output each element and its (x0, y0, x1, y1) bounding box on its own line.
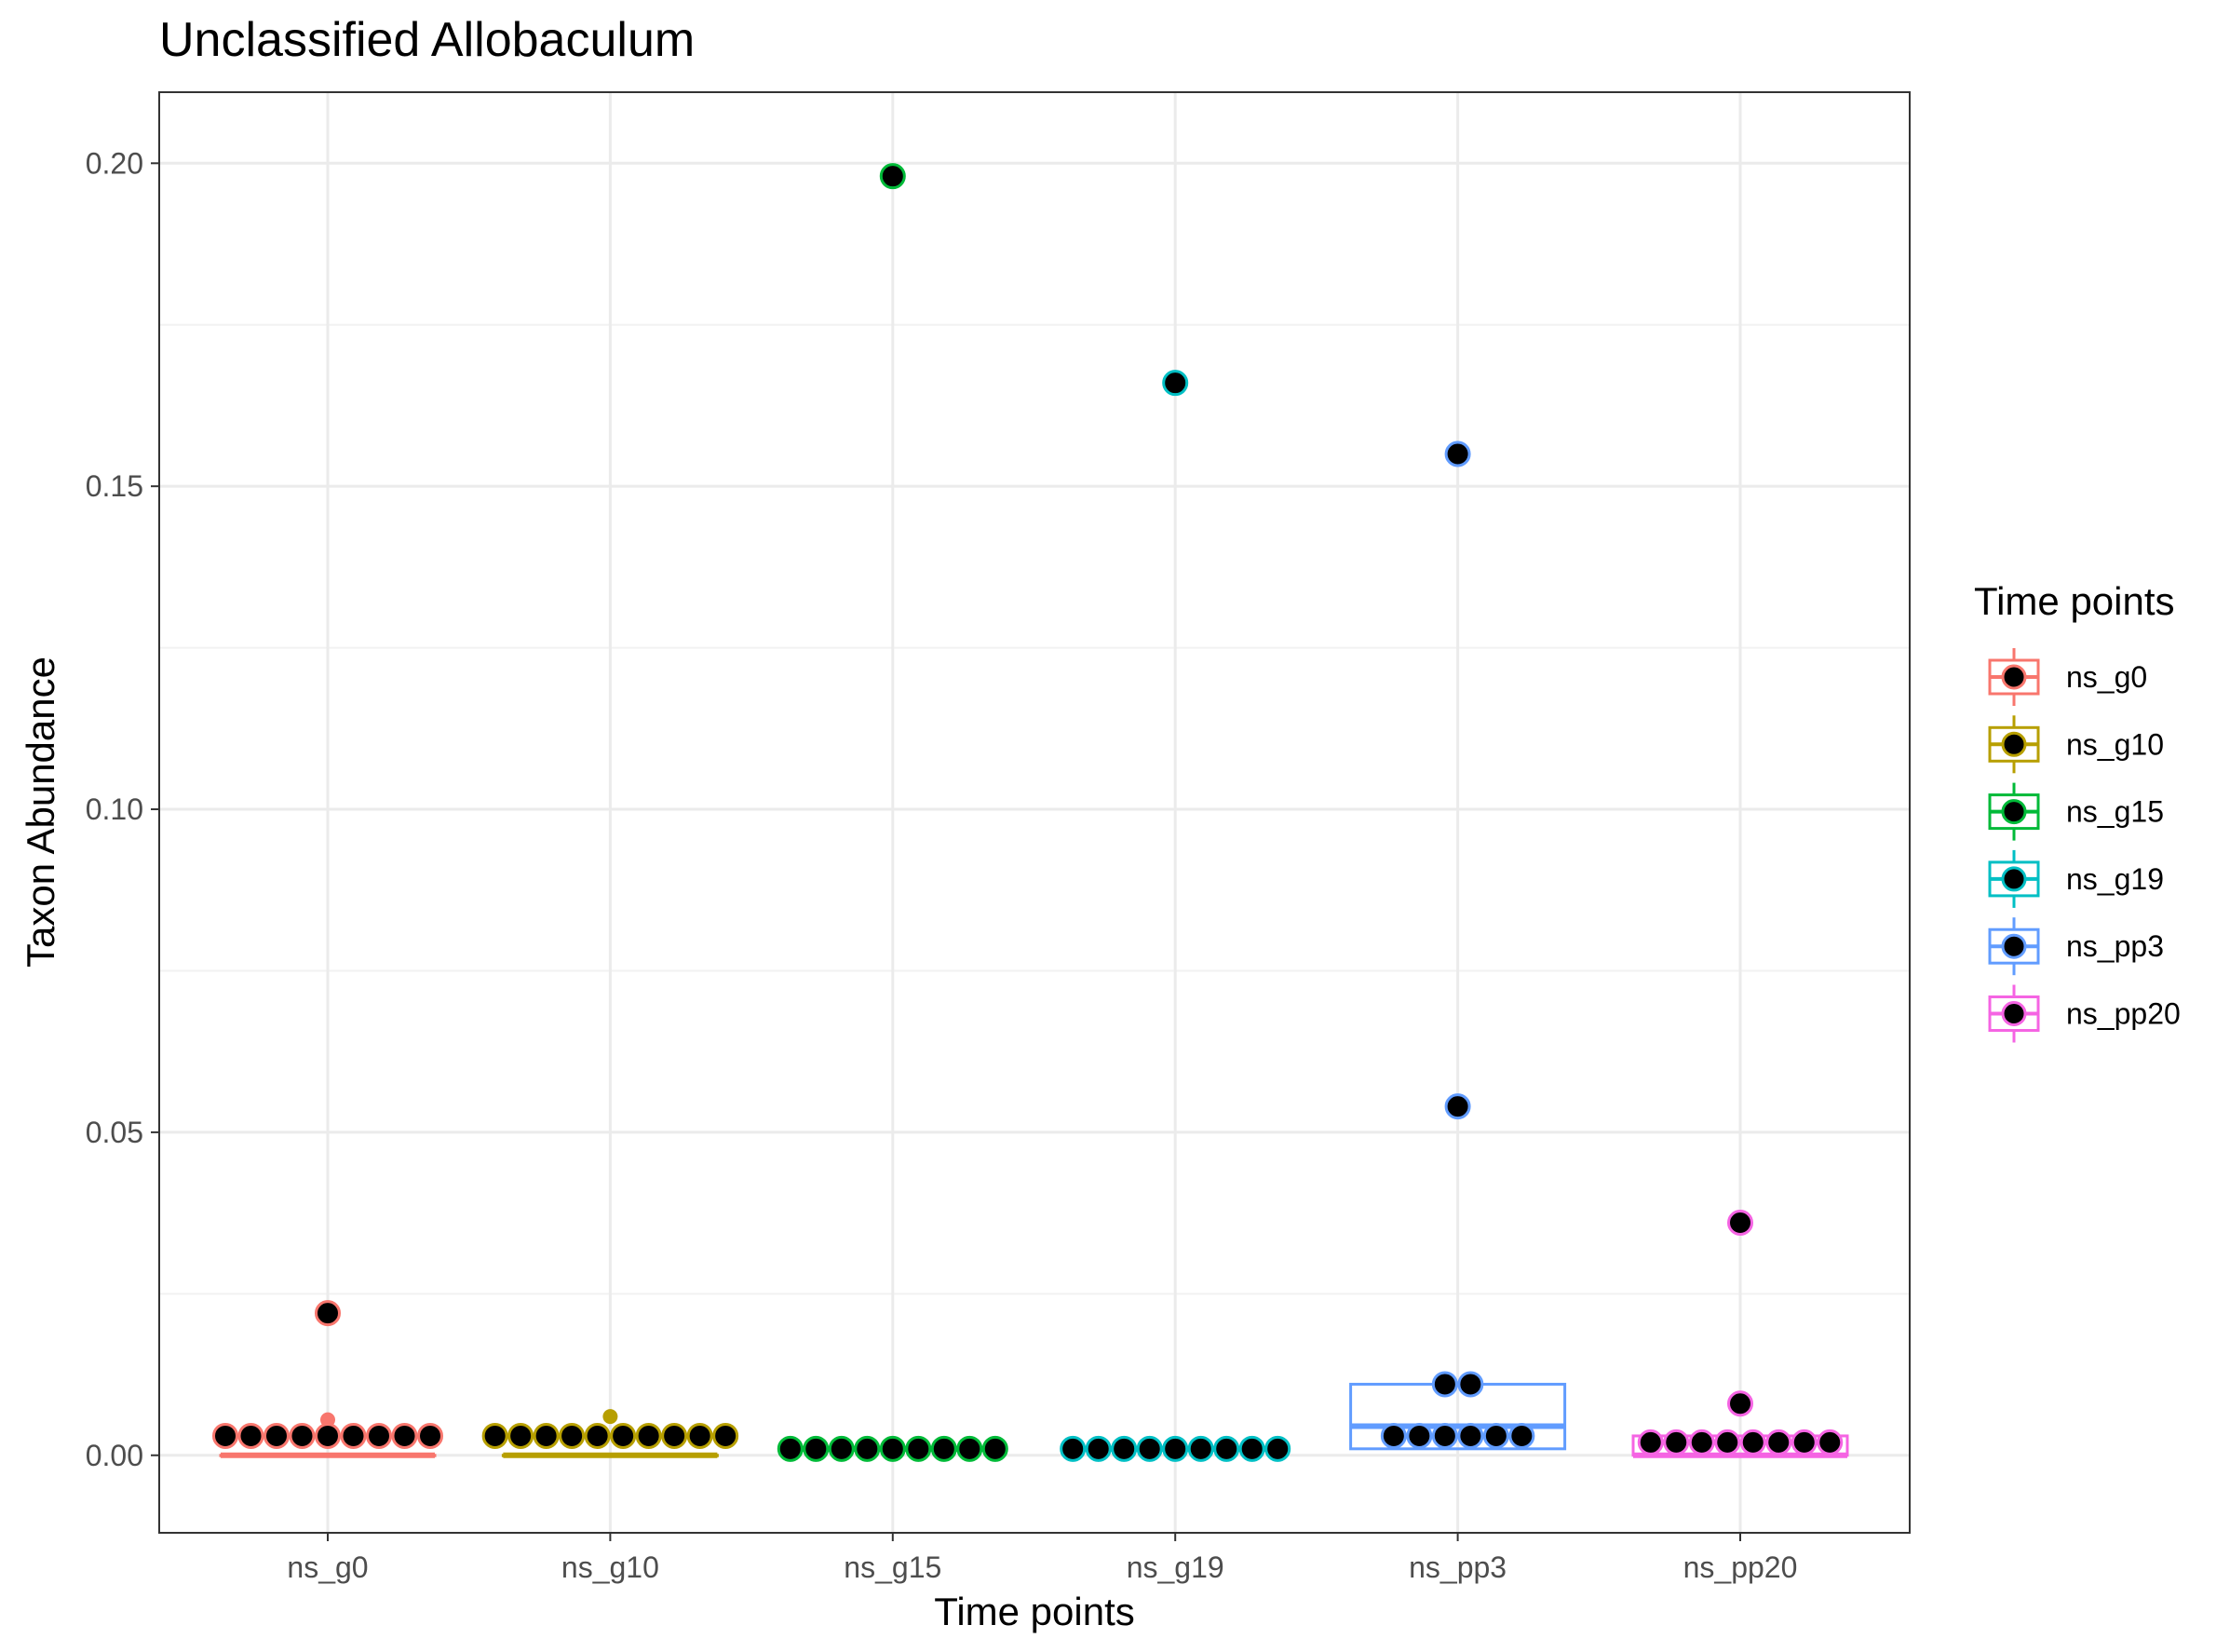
y-tick-label: 0.00 (86, 1439, 143, 1472)
data-point (930, 1435, 957, 1462)
data-point (1663, 1429, 1690, 1456)
y-tick-label: 0.05 (86, 1116, 143, 1149)
data-point (481, 1422, 508, 1449)
data-point (854, 1435, 881, 1462)
data-point (533, 1422, 560, 1449)
data-point (366, 1422, 392, 1449)
data-point (1380, 1422, 1407, 1449)
data-point (340, 1422, 367, 1449)
data-point (1162, 370, 1189, 397)
data-point (1637, 1429, 1664, 1456)
data-point (981, 1435, 1008, 1462)
data-point (1085, 1435, 1112, 1462)
legend-title: Time points (1974, 579, 2175, 623)
data-point (1482, 1422, 1509, 1449)
data-point (879, 163, 906, 190)
legend-key-point (2001, 731, 2027, 757)
data-point (391, 1422, 418, 1449)
data-point (417, 1422, 443, 1449)
data-point (264, 1422, 290, 1449)
data-point (584, 1422, 611, 1449)
data-point (1457, 1371, 1484, 1398)
data-point (905, 1435, 932, 1462)
data-point (1688, 1429, 1715, 1456)
data-point (1817, 1429, 1844, 1456)
legend-key-point (2001, 799, 2027, 825)
legend-label: ns_g10 (2066, 727, 2164, 761)
data-point (1727, 1390, 1753, 1417)
data-point (315, 1422, 341, 1449)
y-tick-label: 0.20 (86, 146, 143, 180)
x-tick-label: ns_g15 (844, 1550, 941, 1584)
data-point (212, 1422, 238, 1449)
legend-key-point (2001, 1001, 2027, 1026)
legend-label: ns_g15 (2066, 795, 2164, 829)
x-tick-label: ns_pp20 (1683, 1550, 1798, 1584)
data-point (1444, 440, 1471, 467)
data-point (1727, 1210, 1753, 1237)
data-point (1213, 1435, 1240, 1462)
data-point (1714, 1429, 1741, 1456)
grid-layer (159, 92, 1910, 1533)
data-point (610, 1422, 637, 1449)
data-point (1406, 1422, 1433, 1449)
point-layer (212, 163, 1844, 1462)
data-point (1162, 1435, 1189, 1462)
x-tick-label: ns_g19 (1127, 1550, 1224, 1584)
y-tick-label: 0.15 (86, 469, 143, 503)
data-point (803, 1435, 830, 1462)
data-point (1136, 1435, 1163, 1462)
data-point (237, 1422, 264, 1449)
chart-title: Unclassified Allobaculum (159, 13, 695, 67)
data-point (1264, 1435, 1291, 1462)
data-point (1739, 1429, 1766, 1456)
legend-key-point (2001, 933, 2027, 959)
data-point (1508, 1422, 1535, 1449)
data-point (1187, 1435, 1214, 1462)
data-point (559, 1422, 586, 1449)
legend-label: ns_pp3 (2066, 929, 2164, 963)
plot-panel-border (158, 91, 1911, 1534)
x-tick-label: ns_g10 (561, 1550, 659, 1584)
x-tick-label: ns_pp3 (1409, 1550, 1507, 1584)
data-point (1431, 1422, 1458, 1449)
legend-label: ns_pp20 (2066, 997, 2181, 1031)
outlier-point (602, 1409, 618, 1425)
data-point (956, 1435, 983, 1462)
data-point (686, 1422, 713, 1449)
axis-layer: 0.00 0.05 0.10 0.15 0.20 ns_g0 ns_g10 ns_g15 ns_… (86, 146, 1798, 1584)
data-point (315, 1300, 341, 1327)
data-point (289, 1422, 316, 1449)
legend-label: ns_g0 (2066, 660, 2147, 694)
data-point (1111, 1435, 1138, 1462)
legend-key-point (2001, 664, 2027, 690)
data-point (1431, 1371, 1458, 1398)
data-point (879, 1435, 906, 1462)
legend-label: ns_g19 (2066, 862, 2164, 896)
data-point (712, 1422, 739, 1449)
legend-key-point (2001, 866, 2027, 892)
data-point (1457, 1422, 1484, 1449)
data-point (1238, 1435, 1265, 1462)
data-point (635, 1422, 662, 1449)
y-tick-label: 0.10 (86, 792, 143, 826)
x-tick-label: ns_g0 (287, 1550, 368, 1584)
legend: Time points ns_g0 ns_g10 ns_g15 ns_g19 ns_pp… (1974, 579, 2181, 1043)
data-point (1060, 1435, 1087, 1462)
data-point (507, 1422, 534, 1449)
data-point (828, 1435, 855, 1462)
data-point (1791, 1429, 1818, 1456)
y-axis-title: Taxon Abundance (19, 657, 62, 968)
data-point (777, 1435, 804, 1462)
x-axis-title: Time points (934, 1590, 1135, 1633)
data-point (661, 1422, 688, 1449)
data-point (1765, 1429, 1792, 1456)
data-point (1444, 1093, 1471, 1120)
